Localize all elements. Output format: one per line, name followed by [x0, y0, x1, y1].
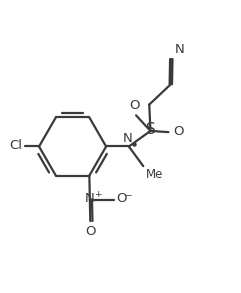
Text: +: + [94, 190, 101, 199]
Text: N: N [85, 192, 95, 205]
Text: O: O [174, 125, 184, 138]
Text: N: N [123, 132, 133, 145]
Text: O: O [117, 192, 127, 205]
Text: −: − [124, 191, 131, 200]
Text: O: O [85, 225, 96, 238]
Text: S: S [146, 122, 155, 137]
Text: N: N [175, 43, 185, 56]
Text: Cl: Cl [9, 139, 22, 152]
Text: Me: Me [146, 168, 163, 181]
Text: O: O [130, 100, 140, 113]
